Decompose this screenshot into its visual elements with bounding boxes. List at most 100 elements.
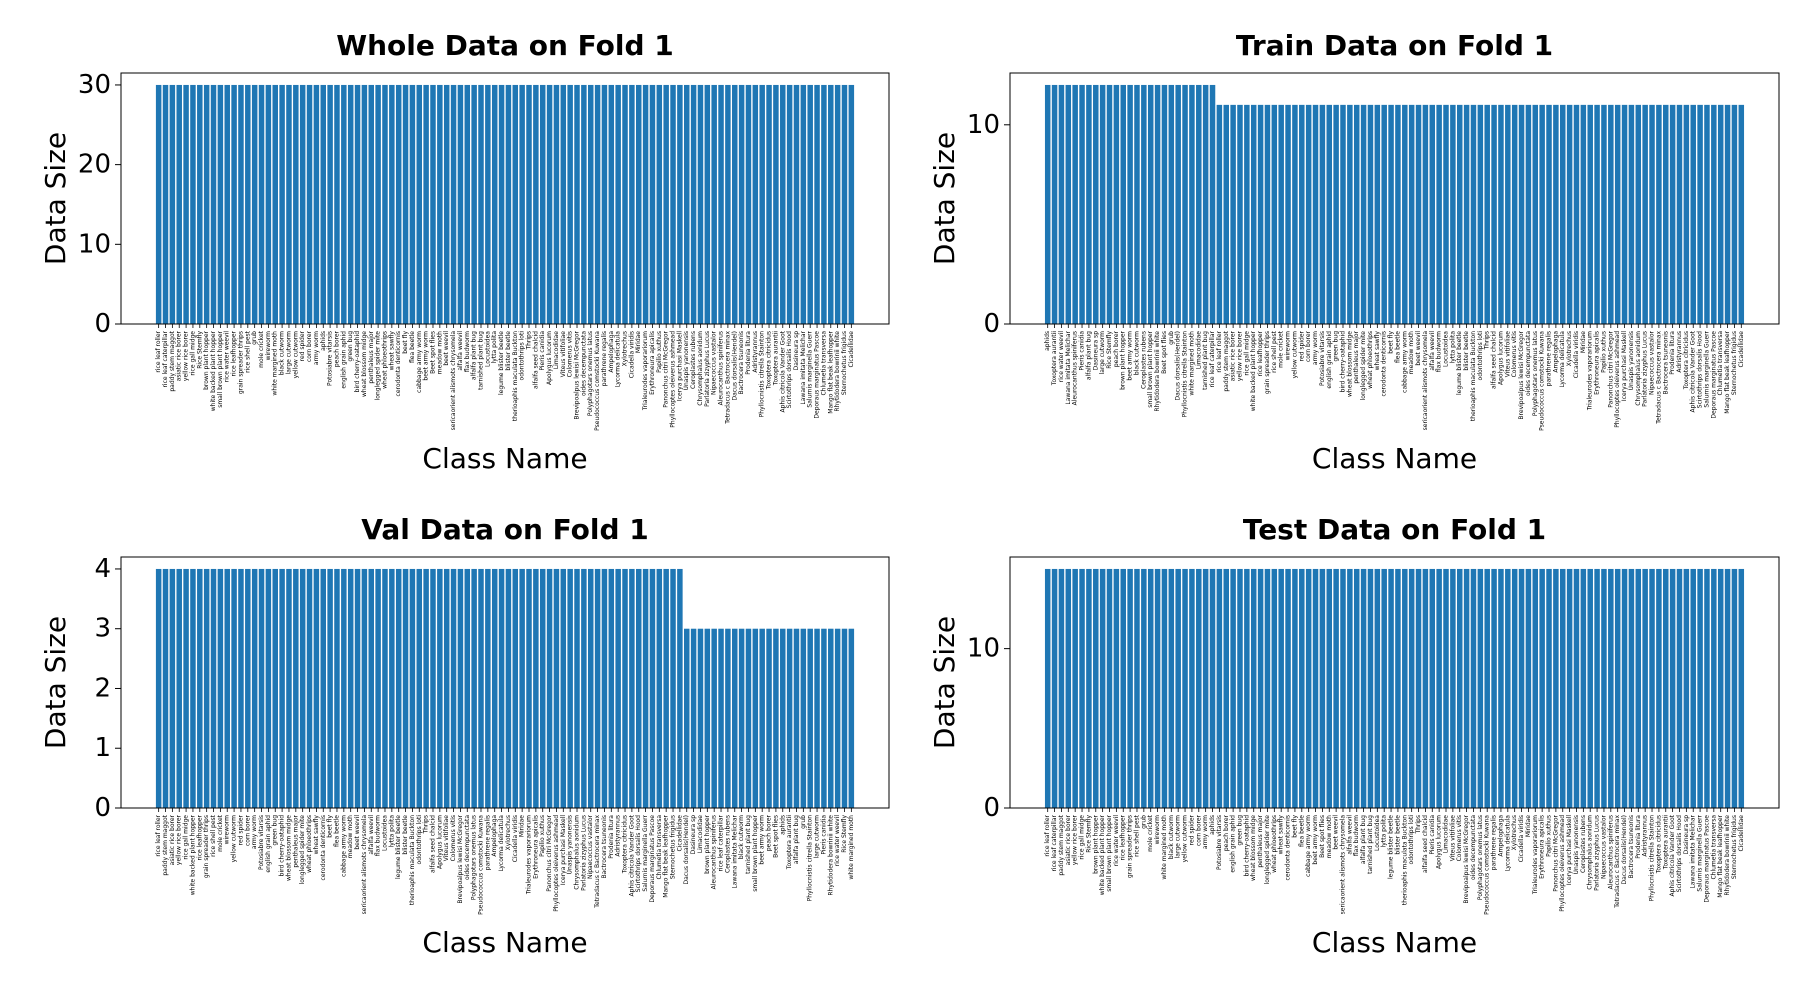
bar [1106, 568, 1113, 808]
x-tick-label: Chlumetia transversa [1717, 331, 1724, 396]
x-tick-label: meadow moth [347, 815, 354, 858]
x-tick-label: wheat phloeothrips [306, 815, 313, 873]
x-tick-label: white backed plant hopper [1250, 330, 1257, 411]
bar [334, 84, 340, 324]
bar [821, 84, 827, 324]
bar [1223, 568, 1229, 808]
x-tick-label: mole cricket [217, 814, 224, 851]
bar [587, 568, 594, 808]
x-tick-label: english grain aphid [1326, 331, 1333, 389]
x-tick-label: asiatic rice borer [1230, 330, 1237, 381]
x-tick-label: beet army worm [759, 815, 766, 865]
x-tick-label: longlegged spider mite [1360, 331, 1367, 401]
x-tick-label: legume blister beetle [1388, 815, 1395, 879]
bar [1518, 568, 1525, 808]
bar [368, 84, 375, 324]
x-tick-label: beet fly [1388, 331, 1395, 354]
bar [1264, 104, 1271, 324]
x-tick-label: Mango flat beak leafhopper [1717, 814, 1724, 897]
bar [725, 84, 731, 324]
x-tick-label: blister beetle [1463, 331, 1470, 371]
x-tick-label: Viteus vitifoliae [1504, 331, 1511, 378]
x-tick-label: Locustoidea [1443, 331, 1450, 367]
bar [1450, 104, 1456, 324]
x-tick-label: Prodenia litura [608, 815, 615, 859]
x-tick-label: Dacus dorsalis(Hendel) [731, 331, 738, 401]
x-tick-label: yellow rice borer [1072, 814, 1079, 865]
bar [1532, 104, 1539, 324]
x-tick-label: Pseudococcus comstocki Kuwana [1484, 815, 1491, 915]
bar [505, 84, 512, 324]
x-axis-label: Class Name [1312, 442, 1477, 475]
x-tick-label: Limacodidae [1443, 815, 1450, 853]
x-tick-label: Cicadellidae [1738, 331, 1745, 368]
bar [457, 84, 464, 324]
bar [752, 628, 759, 808]
x-tick-label: Papilio xuthus [539, 815, 546, 857]
bar [1594, 568, 1600, 808]
bar [1065, 84, 1072, 324]
x-tick-label: Chrysomphalus aonidum [1587, 815, 1594, 890]
bar [1120, 84, 1126, 324]
bar [553, 568, 560, 808]
x-tick-label: Mango flat beak leafhopper [1724, 330, 1731, 413]
y-tick-label: 10 [967, 110, 1000, 140]
x-tick-label: red spider [237, 814, 244, 845]
bar [649, 568, 656, 808]
x-tick-label: Mango flat beak leafhopper [663, 814, 670, 897]
bar [1621, 568, 1628, 808]
bar [169, 84, 176, 324]
x-tick-label: oides decempunctata [580, 331, 587, 396]
x-tick-label: flea beetle [333, 815, 340, 847]
bar [848, 628, 855, 808]
x-axis-label: Class Name [422, 442, 587, 475]
x-tick-label: beet army worm [1127, 331, 1134, 381]
bar [1422, 104, 1429, 324]
y-tick-label: 30 [78, 70, 111, 100]
bar [224, 568, 230, 808]
x-tick-label: aphids [779, 815, 786, 835]
x-tick-label: flax budworm [1353, 815, 1360, 856]
y-tick-label: 0 [983, 793, 1000, 823]
x-tick-label: Ceroplastes rubens [1140, 331, 1147, 389]
bar [834, 628, 841, 808]
x-tick-label: Aleurocanthus spiniferus [1607, 815, 1614, 889]
x-tick-label: wireworm [1285, 331, 1292, 361]
bar [539, 568, 546, 808]
bar [1566, 104, 1573, 324]
bar [1656, 568, 1662, 808]
bar [1566, 568, 1573, 808]
x-tick-label: Thrips [423, 815, 430, 835]
x-tick-label: yellow rice borer [1236, 330, 1243, 381]
bar [341, 84, 347, 324]
x-tick-label: rice leafhopper [1120, 814, 1127, 860]
x-tick-label: Pseudococcus comstocki Kuwana [1539, 331, 1546, 431]
x-tick-label: Sternochetus frigidus [841, 331, 848, 395]
x-tick-label: Potosiabre vitarsis [1216, 815, 1223, 870]
bar [389, 568, 395, 808]
x-tick-label: bird cherry-oataphid [1339, 331, 1346, 393]
x-tick-label: tarnished plant bug [1202, 331, 1209, 390]
x-tick-label: Icerya purchasi Maskell [560, 815, 567, 885]
bar [1175, 568, 1181, 808]
bar [1511, 568, 1518, 808]
x-tick-label: Adristyrannus [615, 815, 622, 857]
bar [1683, 568, 1690, 808]
bar [738, 84, 745, 324]
bar [1614, 568, 1621, 808]
bar [1484, 568, 1490, 808]
bar [1086, 84, 1092, 324]
bar [1182, 84, 1188, 324]
bar [279, 84, 285, 324]
x-tick-label: Rhytidodera bowrinii white [827, 815, 834, 896]
bar [1360, 104, 1367, 324]
bar [677, 568, 683, 808]
bar [1257, 104, 1264, 324]
bar [1086, 568, 1092, 808]
x-tick-label: white margined moth [1188, 331, 1195, 396]
x-tick-label: alfalfa weevil [1429, 331, 1436, 371]
x-tick-label: Erythroneura apicalis [1594, 331, 1601, 395]
x-tick-label: Pieris canidia [539, 331, 546, 371]
x-tick-label: Rhytidodera bowrinii white [1154, 331, 1161, 412]
x-tick-label: Bactrocera tsuneonis [1662, 331, 1669, 395]
